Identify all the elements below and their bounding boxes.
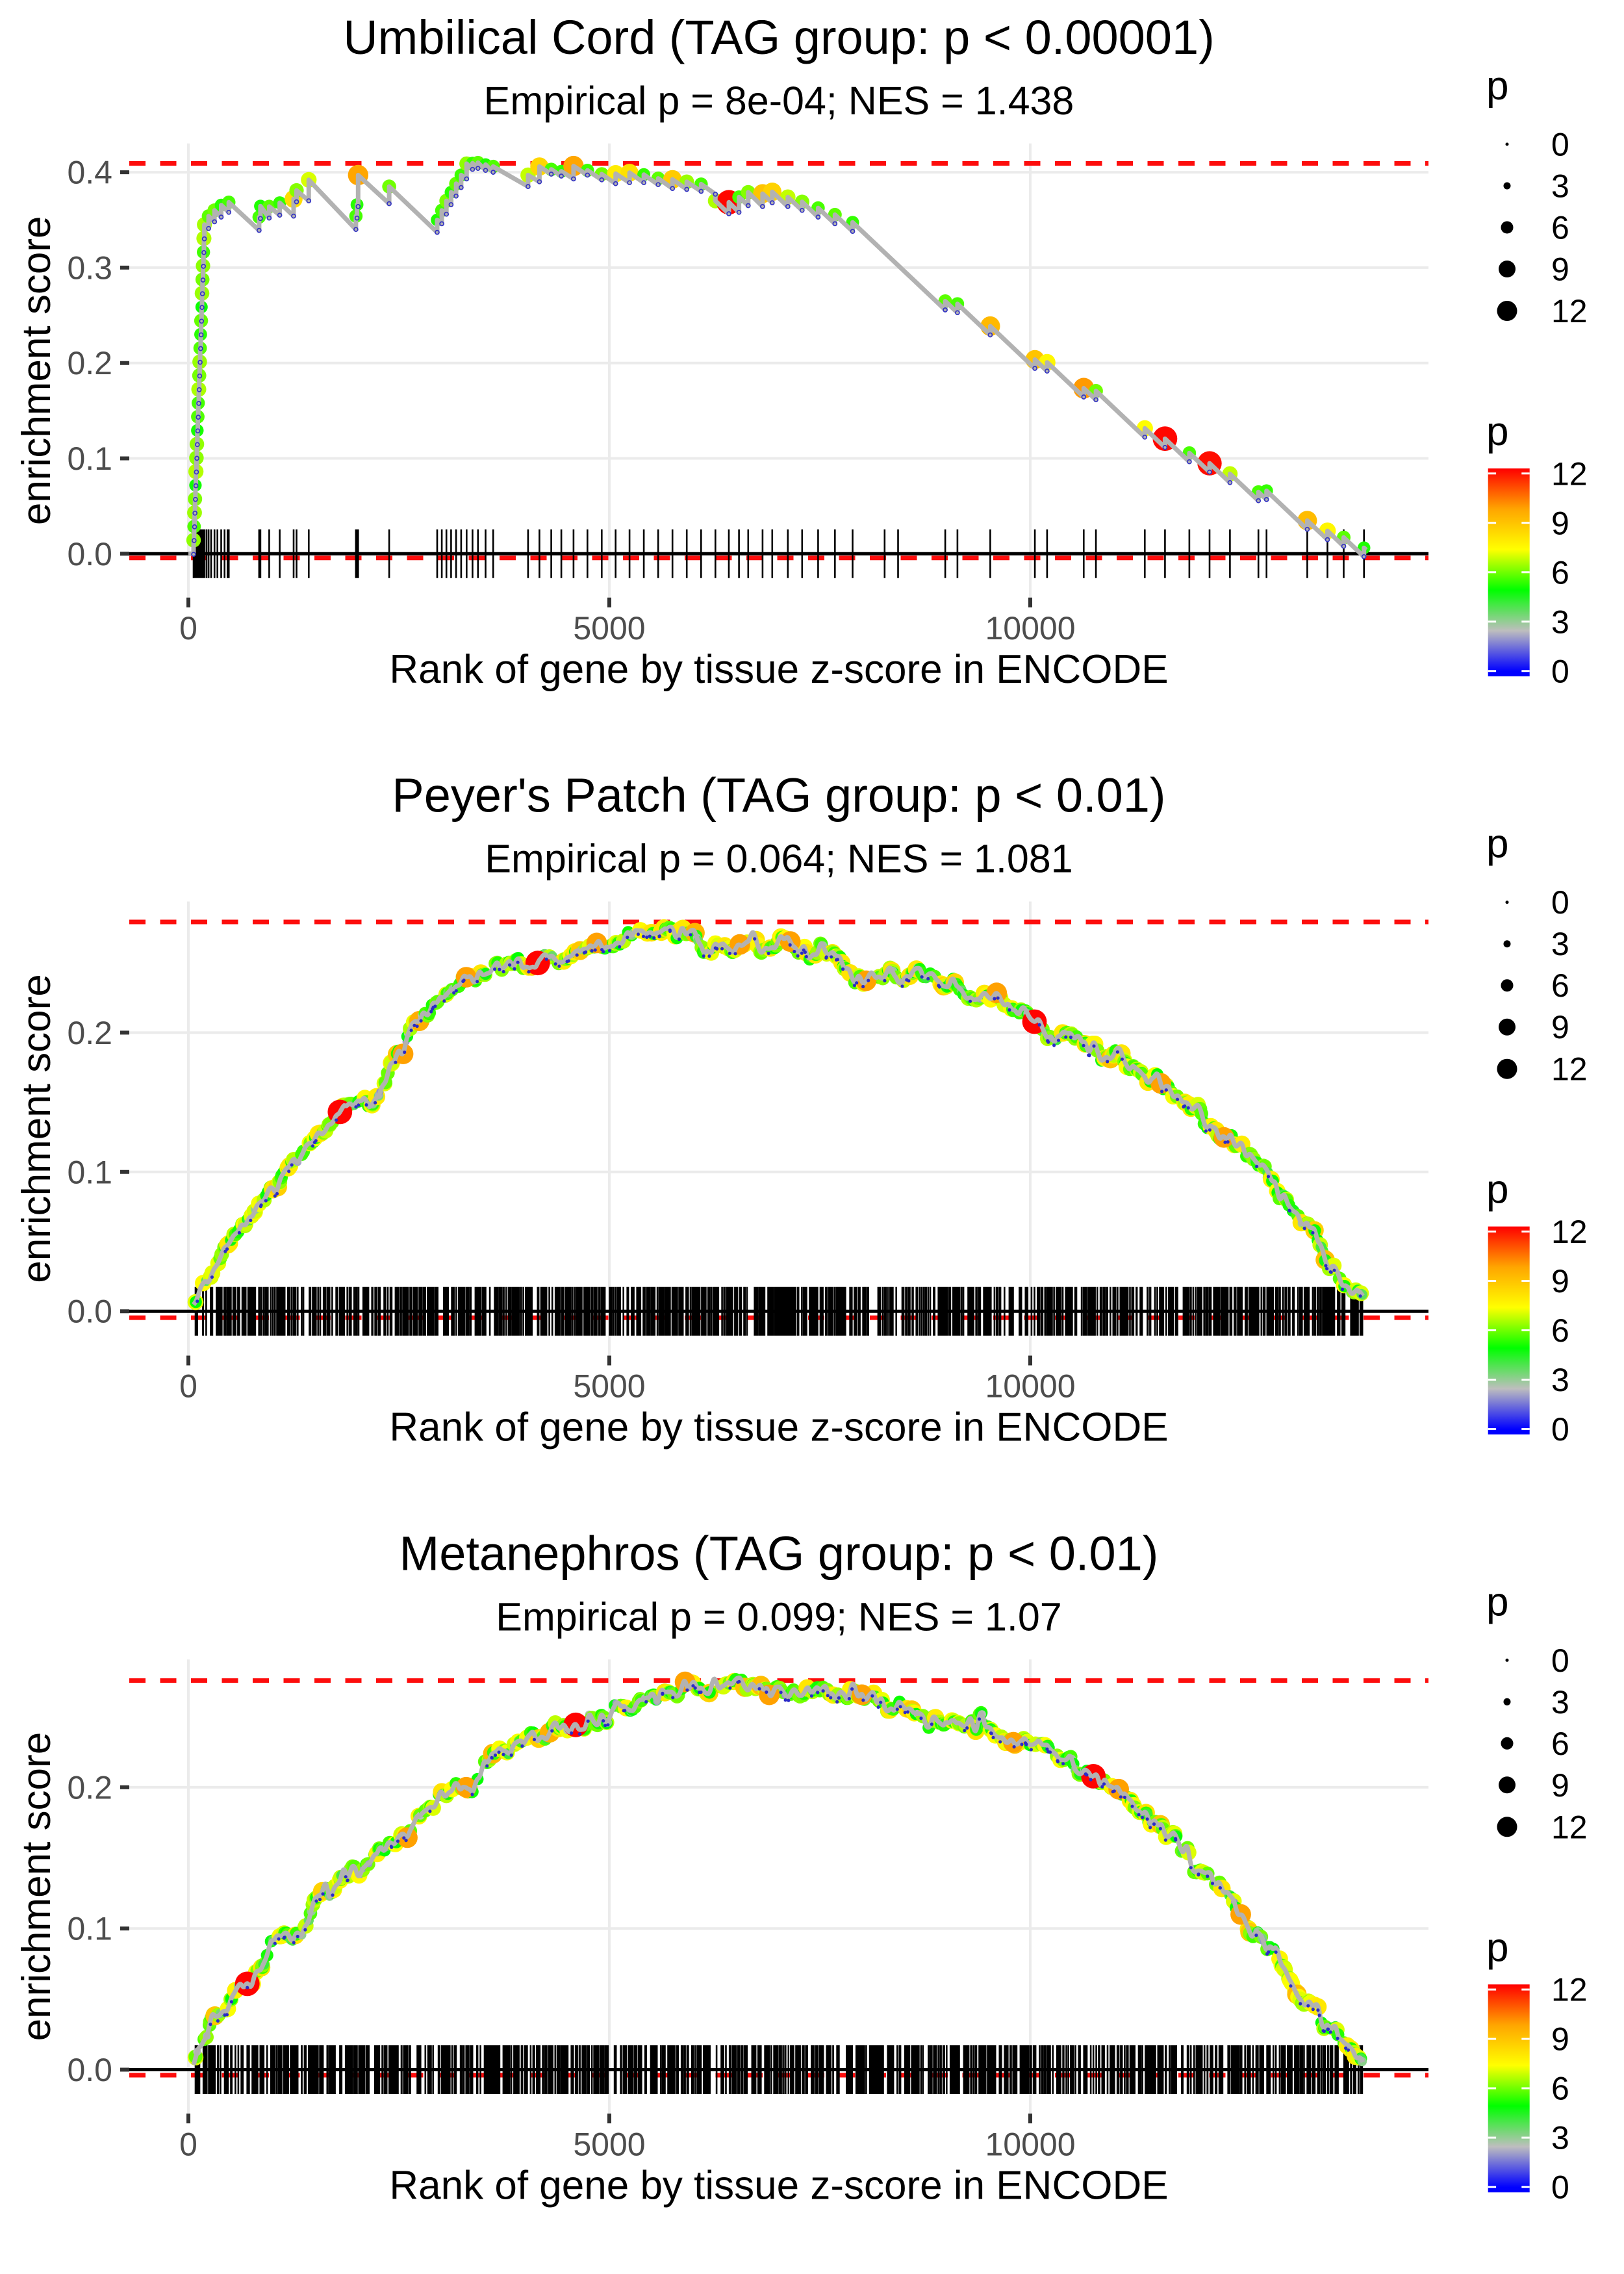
- svg-text:12: 12: [1551, 455, 1588, 492]
- svg-text:Rank of gene by tissue z-score: Rank of gene by tissue z-score in ENCODE: [389, 647, 1168, 692]
- svg-text:10000: 10000: [985, 1368, 1075, 1405]
- svg-text:Empirical p = 0.099; NES = 1.0: Empirical p = 0.099; NES = 1.07: [496, 1594, 1061, 1639]
- svg-text:Empirical p = 8e-04; NES = 1.4: Empirical p = 8e-04; NES = 1.438: [484, 79, 1074, 123]
- svg-text:0: 0: [1551, 1642, 1569, 1679]
- svg-text:9: 9: [1551, 1767, 1569, 1804]
- svg-text:0: 0: [1551, 884, 1569, 921]
- svg-text:6: 6: [1551, 2071, 1569, 2107]
- svg-text:enrichment score: enrichment score: [14, 216, 59, 526]
- svg-text:Peyer's Patch (TAG group: p <: Peyer's Patch (TAG group: p < 0.01): [392, 769, 1165, 823]
- svg-text:Rank of gene by tissue z-score: Rank of gene by tissue z-score in ENCODE: [389, 2163, 1168, 2208]
- svg-text:0.2: 0.2: [67, 345, 112, 381]
- svg-text:0: 0: [179, 2126, 197, 2162]
- svg-text:6: 6: [1551, 967, 1569, 1004]
- svg-text:3: 3: [1551, 926, 1569, 962]
- svg-text:0: 0: [1551, 653, 1569, 689]
- svg-text:6: 6: [1551, 554, 1569, 591]
- svg-text:enrichment score: enrichment score: [14, 974, 59, 1283]
- svg-text:5000: 5000: [573, 610, 645, 646]
- svg-text:Empirical p = 0.064; NES = 1.0: Empirical p = 0.064; NES = 1.081: [485, 837, 1072, 881]
- svg-text:0.2: 0.2: [67, 1015, 112, 1051]
- svg-text:10000: 10000: [985, 610, 1075, 646]
- svg-text:0.4: 0.4: [67, 155, 112, 191]
- svg-text:9: 9: [1551, 1009, 1569, 1045]
- svg-text:3: 3: [1551, 1684, 1569, 1720]
- svg-text:0.1: 0.1: [67, 1911, 112, 1947]
- svg-text:3: 3: [1551, 2120, 1569, 2156]
- svg-text:10000: 10000: [985, 2126, 1075, 2162]
- svg-text:5000: 5000: [573, 1368, 645, 1405]
- svg-text:0: 0: [1551, 127, 1569, 163]
- svg-text:3: 3: [1551, 1362, 1569, 1398]
- svg-text:0: 0: [1551, 2169, 1569, 2206]
- svg-text:12: 12: [1551, 293, 1588, 329]
- svg-text:Metanephros (TAG group: p < 0.: Metanephros (TAG group: p < 0.01): [400, 1526, 1159, 1580]
- svg-text:0: 0: [179, 610, 197, 646]
- svg-text:p: p: [1486, 1579, 1508, 1624]
- svg-text:12: 12: [1551, 1214, 1588, 1250]
- svg-text:6: 6: [1551, 210, 1569, 246]
- svg-text:6: 6: [1551, 1726, 1569, 1762]
- svg-text:9: 9: [1551, 505, 1569, 541]
- svg-text:p: p: [1486, 822, 1508, 867]
- svg-text:9: 9: [1551, 251, 1569, 288]
- svg-text:6: 6: [1551, 1312, 1569, 1349]
- svg-text:0.2: 0.2: [67, 1769, 112, 1806]
- svg-text:9: 9: [1551, 2021, 1569, 2058]
- svg-text:Umbilical Cord (TAG group: p <: Umbilical Cord (TAG group: p < 0.00001): [343, 10, 1215, 64]
- svg-text:0.3: 0.3: [67, 249, 112, 286]
- svg-text:p: p: [1486, 64, 1508, 109]
- svg-text:12: 12: [1551, 1972, 1588, 2008]
- svg-text:12: 12: [1551, 1051, 1588, 1088]
- svg-text:3: 3: [1551, 168, 1569, 205]
- svg-text:enrichment score: enrichment score: [14, 1732, 59, 2041]
- svg-text:5000: 5000: [573, 2126, 645, 2162]
- svg-text:0.0: 0.0: [67, 536, 112, 572]
- svg-text:p: p: [1486, 409, 1508, 454]
- svg-text:0.0: 0.0: [67, 2052, 112, 2088]
- svg-text:9: 9: [1551, 1263, 1569, 1299]
- svg-text:0: 0: [1551, 1411, 1569, 1448]
- svg-text:0.1: 0.1: [67, 1154, 112, 1190]
- svg-text:Rank of gene by tissue z-score: Rank of gene by tissue z-score in ENCODE: [389, 1405, 1168, 1450]
- svg-text:0.0: 0.0: [67, 1294, 112, 1330]
- svg-text:3: 3: [1551, 604, 1569, 640]
- svg-text:p: p: [1486, 1925, 1508, 1970]
- svg-text:p: p: [1486, 1168, 1508, 1212]
- svg-text:0.1: 0.1: [67, 441, 112, 477]
- svg-text:12: 12: [1551, 1809, 1588, 1845]
- svg-text:0: 0: [179, 1368, 197, 1405]
